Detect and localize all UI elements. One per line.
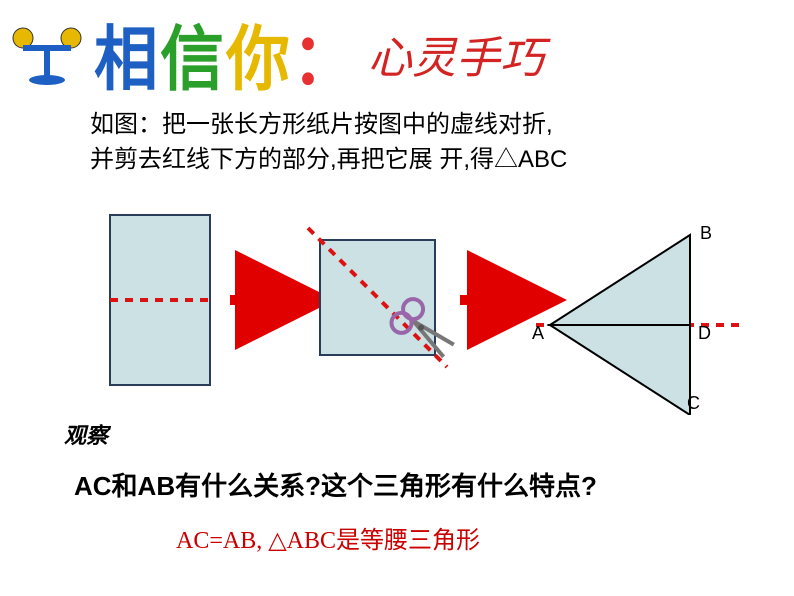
- answer-text: AC=AB, △ABC是等腰三角形: [176, 520, 480, 555]
- title-char-1: 相: [94, 3, 160, 104]
- label-A: A: [532, 323, 544, 344]
- prompt-text: 如图：把一张长方形纸片按图中的虚线对折, 并剪去红线下方的部分,再把它展 开,得…: [90, 108, 567, 178]
- observe-label: 观察: [64, 418, 108, 450]
- title-row: 相 信 你 ： 心灵手巧: [10, 8, 544, 100]
- label-D: D: [698, 323, 711, 344]
- label-C: C: [687, 393, 700, 414]
- title-main: 相 信 你 ：: [94, 3, 358, 104]
- title-colon: ：: [292, 3, 358, 104]
- title-subtitle: 心灵手巧: [368, 22, 544, 86]
- balance-logo-icon: [10, 22, 84, 86]
- title-char-2: 信: [160, 3, 226, 104]
- slide: 相 信 你 ： 心灵手巧 如图：把一张长方形纸片按图中的虚线对折, 并剪去红线下…: [0, 0, 794, 596]
- label-B: B: [700, 223, 712, 244]
- prompt-line-1: 如图：把一张长方形纸片按图中的虚线对折,: [90, 108, 567, 143]
- diagram-svg: [100, 195, 740, 415]
- title-char-3: 你: [226, 3, 292, 104]
- question-text: AC和AB有什么关系?这个三角形有什么特点?: [74, 466, 597, 503]
- diagram-area: A B C D: [100, 195, 740, 415]
- prompt-line-2: 并剪去红线下方的部分,再把它展 开,得△ABC: [90, 143, 567, 178]
